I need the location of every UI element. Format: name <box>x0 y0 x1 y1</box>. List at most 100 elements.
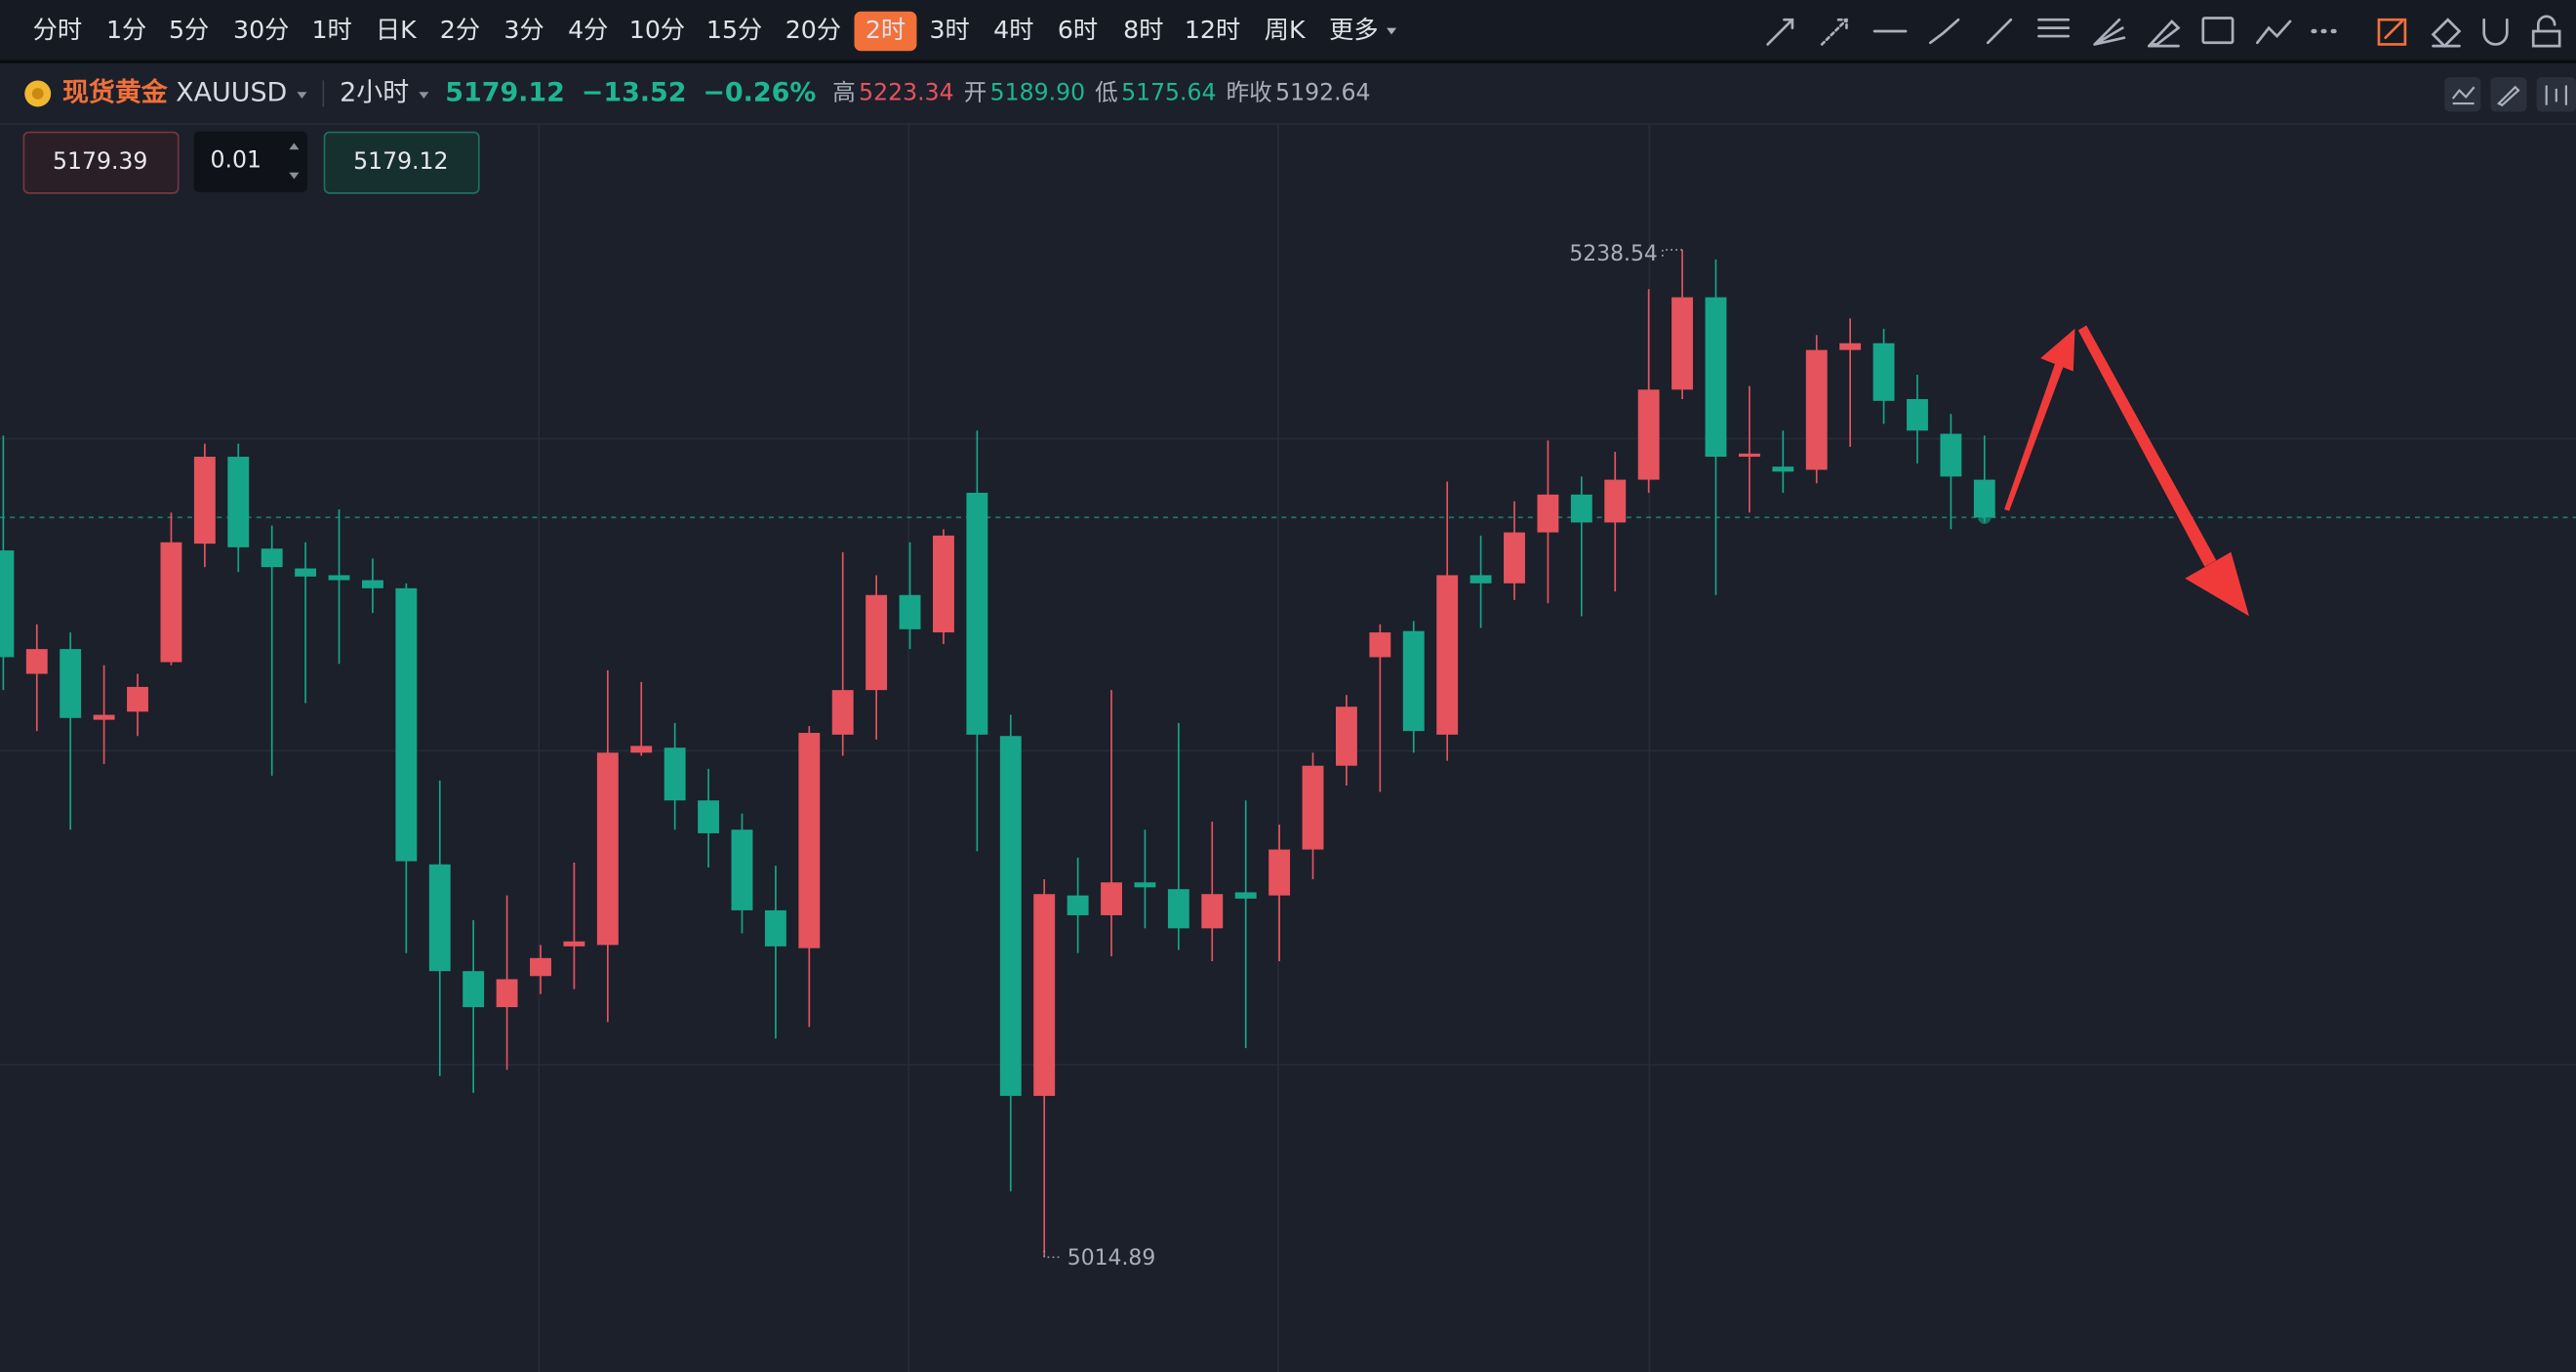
tool-ray[interactable] <box>1766 18 1794 46</box>
tool-candle[interactable] <box>2545 85 2567 105</box>
timeframe[interactable]: 3分 <box>503 16 543 44</box>
candle-body <box>1940 433 1962 477</box>
candle-body <box>798 733 821 948</box>
candle-body <box>1872 343 1895 401</box>
symbol-icon-inner <box>31 88 44 100</box>
dropdown-caret <box>419 92 429 100</box>
candle-body <box>463 971 485 1008</box>
tool-draw[interactable] <box>2497 85 2520 107</box>
timeframe[interactable]: 8时 <box>1123 16 1163 44</box>
candle-body <box>966 492 988 735</box>
annotation-arrows <box>2004 325 2249 617</box>
timeframe[interactable]: 30分 <box>233 16 289 44</box>
candle-body <box>93 714 115 720</box>
toolbar-bg <box>0 0 2576 61</box>
max-label: 5238.54 <box>1569 242 1657 266</box>
dropdown-caret <box>297 92 307 100</box>
candle-body <box>1335 706 1357 766</box>
tool-pattern[interactable] <box>2256 20 2292 45</box>
arrow-down-shaft <box>2077 325 2217 567</box>
timeframe[interactable]: 2时 <box>865 16 906 44</box>
candle-body <box>1973 479 1995 518</box>
tool-edit[interactable] <box>2377 18 2407 46</box>
candle-body <box>563 941 585 947</box>
candle-body <box>1201 894 1224 929</box>
timeframe[interactable]: 20分 <box>785 16 841 44</box>
min-label: 5014.89 <box>1067 1246 1155 1271</box>
timeframe[interactable]: 2分 <box>440 16 480 44</box>
candle-body <box>227 457 250 547</box>
header-text: 开 <box>964 78 987 105</box>
timeframe[interactable]: 6时 <box>1058 16 1098 44</box>
tool-fib[interactable] <box>2037 18 2071 38</box>
active-tab[interactable] <box>854 11 917 52</box>
header-text: −0.26% <box>703 77 816 107</box>
candle-body <box>596 752 619 946</box>
timeframe[interactable]: 1时 <box>311 16 351 44</box>
tool-trend[interactable] <box>1986 18 2013 45</box>
header-text: 5175.64 <box>1121 78 1216 105</box>
tool-magnet[interactable] <box>2482 18 2509 46</box>
timeframe[interactable]: 5分 <box>169 16 209 44</box>
candle-body <box>1907 398 1928 431</box>
candle-body <box>865 594 888 691</box>
header-text: 5223.34 <box>859 78 953 105</box>
candle-body <box>0 550 15 658</box>
timeframe[interactable]: 更多 <box>1329 16 1378 44</box>
timeframe[interactable]: 15分 <box>706 16 762 44</box>
candle-body <box>261 548 283 568</box>
tool-image[interactable] <box>2201 17 2234 45</box>
tool-lock[interactable] <box>2531 15 2561 48</box>
timeframe[interactable]: 3时 <box>930 16 970 44</box>
candle-body <box>1469 575 1492 584</box>
timeframe[interactable]: 10分 <box>629 16 685 44</box>
dropdown-caret <box>1387 27 1397 35</box>
timeframe[interactable]: 12时 <box>1185 16 1240 44</box>
min-leader <box>1043 1250 1063 1259</box>
candle-body <box>160 542 182 663</box>
candle-body <box>25 649 48 674</box>
header-text: 现货黄金 <box>62 76 169 107</box>
timeframe[interactable]: 周K <box>1265 16 1307 44</box>
candle-body <box>295 568 317 577</box>
candle-body <box>1504 532 1525 584</box>
header-text: XAUUSD <box>176 77 287 107</box>
header-text: 昨收 <box>1227 78 1272 105</box>
tool-pen[interactable] <box>2147 19 2181 48</box>
candle-body <box>698 800 720 833</box>
timeframe[interactable]: 分时 <box>33 16 82 44</box>
timeframe[interactable]: 日K <box>376 16 418 44</box>
qty: 0.01 <box>211 146 262 174</box>
timeframe[interactable]: 4时 <box>993 16 1033 44</box>
candle-body <box>1302 765 1324 850</box>
candle-body <box>1067 895 1089 915</box>
candle-body <box>1705 297 1727 458</box>
candle-body <box>1637 389 1660 480</box>
candle-body <box>1604 479 1627 523</box>
tool-eraser[interactable] <box>2431 18 2462 49</box>
candle-body <box>530 957 551 977</box>
qty-box[interactable] <box>193 131 307 193</box>
candle-body <box>1772 466 1794 472</box>
drawing-tools <box>1766 15 2561 49</box>
candle-body <box>1268 849 1291 896</box>
candle-body <box>1167 889 1189 929</box>
bid-box[interactable] <box>323 131 480 194</box>
tool-segment[interactable] <box>1928 18 1960 45</box>
tool-fan[interactable] <box>2093 18 2126 46</box>
tool-indicator[interactable] <box>2451 86 2475 105</box>
ask-box[interactable] <box>22 131 180 194</box>
timeframe[interactable]: 4分 <box>568 16 608 44</box>
vertical-grid <box>538 124 1651 1372</box>
header-text: 5179.12 <box>445 77 565 107</box>
tool-extended[interactable] <box>1820 18 1848 46</box>
header-text: −13.52 <box>582 77 687 107</box>
candle-body <box>1537 494 1559 533</box>
header-text: 高 <box>832 78 856 105</box>
symbol-row: 现货黄金 XAUUSD 2小时 5179.12 −13.52 −0.26% 高 5223.34… <box>62 76 1371 107</box>
timeframe[interactable]: 1分 <box>106 16 146 44</box>
candle-body <box>999 736 1022 1097</box>
